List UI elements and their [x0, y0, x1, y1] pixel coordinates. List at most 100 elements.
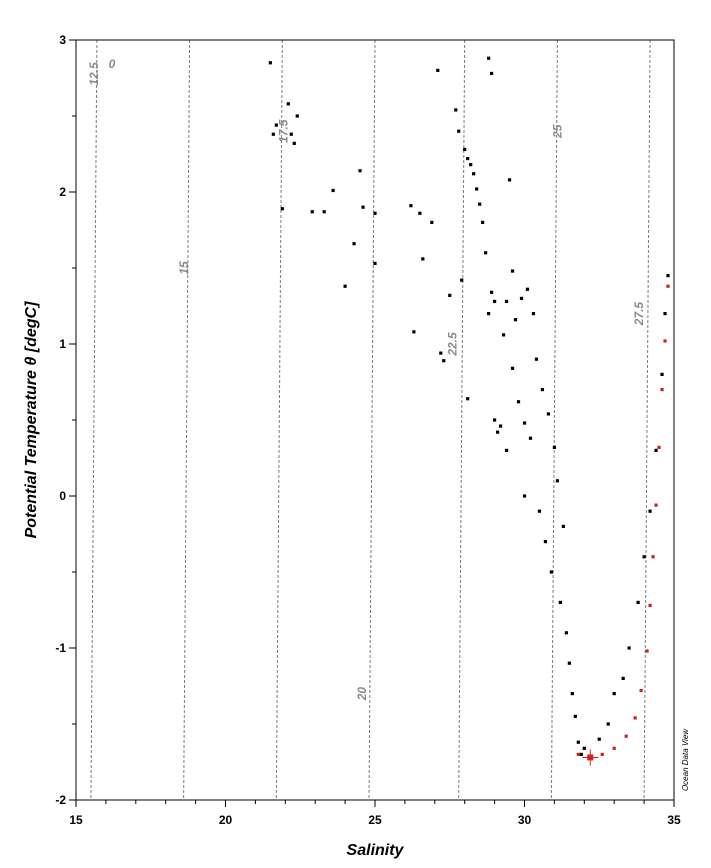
ocean-data-view-credit: Ocean Data View	[681, 728, 690, 791]
y-axis: 3 2 1 0 -1 -2	[55, 33, 76, 807]
isopycnal-line	[550, 39, 558, 801]
isopycnal-label: 22.5	[445, 332, 459, 357]
red-data-point	[660, 388, 664, 392]
data-point	[576, 740, 580, 744]
data-point	[439, 351, 443, 355]
y-tick-label: 2	[59, 185, 66, 199]
data-point	[636, 600, 640, 604]
data-point	[540, 388, 545, 392]
data-point	[549, 570, 554, 574]
data-point	[343, 284, 347, 288]
data-point	[642, 555, 646, 559]
data-point	[597, 737, 601, 741]
data-point	[418, 211, 422, 215]
data-point	[504, 299, 509, 304]
isopycnal-label: 0	[109, 57, 116, 71]
red-data-point	[657, 445, 661, 449]
isopycnal-label: 12.5	[87, 62, 101, 86]
data-point	[421, 257, 425, 261]
data-point	[463, 147, 467, 152]
data-point	[522, 494, 527, 498]
data-point	[430, 220, 434, 224]
data-point	[666, 274, 670, 278]
red-data-point	[648, 603, 652, 608]
data-point	[561, 524, 565, 528]
plot-area	[76, 40, 674, 800]
isopycnal-line	[643, 39, 651, 801]
data-point	[573, 714, 577, 718]
data-point	[663, 312, 667, 316]
isopycnal-line	[458, 39, 466, 801]
data-point	[504, 448, 509, 452]
data-point	[660, 372, 664, 376]
data-point	[510, 366, 515, 370]
x-tick-label: 15	[69, 813, 83, 827]
data-points	[268, 56, 670, 760]
data-point	[412, 330, 416, 334]
data-point	[469, 163, 473, 167]
y-axis-title: Potential Temperature θ [degC]	[23, 301, 40, 538]
data-point	[648, 509, 652, 513]
data-point	[531, 312, 536, 316]
data-point	[460, 278, 464, 282]
isopycnal-label: 15	[177, 261, 191, 275]
data-point	[457, 129, 461, 133]
data-point	[466, 156, 470, 161]
red-data-point	[654, 503, 658, 507]
red-data-point	[645, 649, 649, 653]
data-point	[606, 722, 610, 726]
isopycnal-label: 20	[355, 687, 369, 702]
data-point	[579, 752, 583, 756]
y-tick-label: -2	[55, 793, 66, 807]
isopycnal-label: 17.5	[277, 119, 291, 143]
data-point	[493, 418, 497, 422]
data-point	[442, 359, 446, 363]
isopycnal-line	[183, 39, 191, 801]
x-tick-label: 30	[518, 813, 532, 827]
data-point	[436, 68, 440, 72]
red-data-point	[666, 284, 670, 288]
data-point	[466, 397, 470, 401]
isopycnal-label: 25	[551, 124, 565, 139]
x-axis: 15 20 25 30 35	[69, 800, 681, 827]
marker-square	[587, 754, 594, 761]
data-point	[271, 132, 275, 136]
data-point	[490, 71, 494, 76]
data-point	[513, 318, 518, 322]
x-tick-label: 35	[667, 813, 681, 827]
data-point	[546, 412, 551, 416]
isopycnal-label: 27.5	[632, 302, 646, 327]
data-point	[582, 746, 586, 750]
data-point	[358, 169, 362, 173]
data-point	[484, 251, 488, 255]
x-tick-label: 20	[219, 813, 233, 827]
data-point	[280, 207, 284, 211]
data-point	[472, 172, 476, 176]
data-point	[481, 220, 485, 224]
red-data-point	[651, 555, 655, 559]
red-data-point	[663, 339, 667, 343]
data-point	[501, 333, 506, 337]
data-point	[570, 692, 574, 696]
data-point	[373, 211, 377, 215]
data-point	[612, 692, 616, 696]
red-data-point	[624, 734, 628, 738]
red-data-point	[639, 688, 643, 693]
data-point	[292, 141, 296, 145]
data-point	[528, 436, 533, 440]
data-point	[498, 424, 503, 428]
data-point	[289, 132, 293, 136]
data-point	[454, 108, 458, 112]
data-point	[487, 312, 491, 316]
x-axis-title: Salinity	[347, 842, 405, 859]
data-point	[552, 445, 556, 449]
data-point	[534, 357, 539, 361]
isopycnal-lines: 0 12.5 15 17.5 20 22.5 25 27.5	[87, 39, 651, 801]
data-point	[516, 400, 521, 404]
data-point	[558, 600, 562, 604]
data-point	[409, 204, 413, 208]
data-point	[519, 296, 524, 300]
data-point	[525, 287, 530, 291]
data-point	[627, 646, 631, 650]
selected-station-marker	[582, 749, 599, 766]
